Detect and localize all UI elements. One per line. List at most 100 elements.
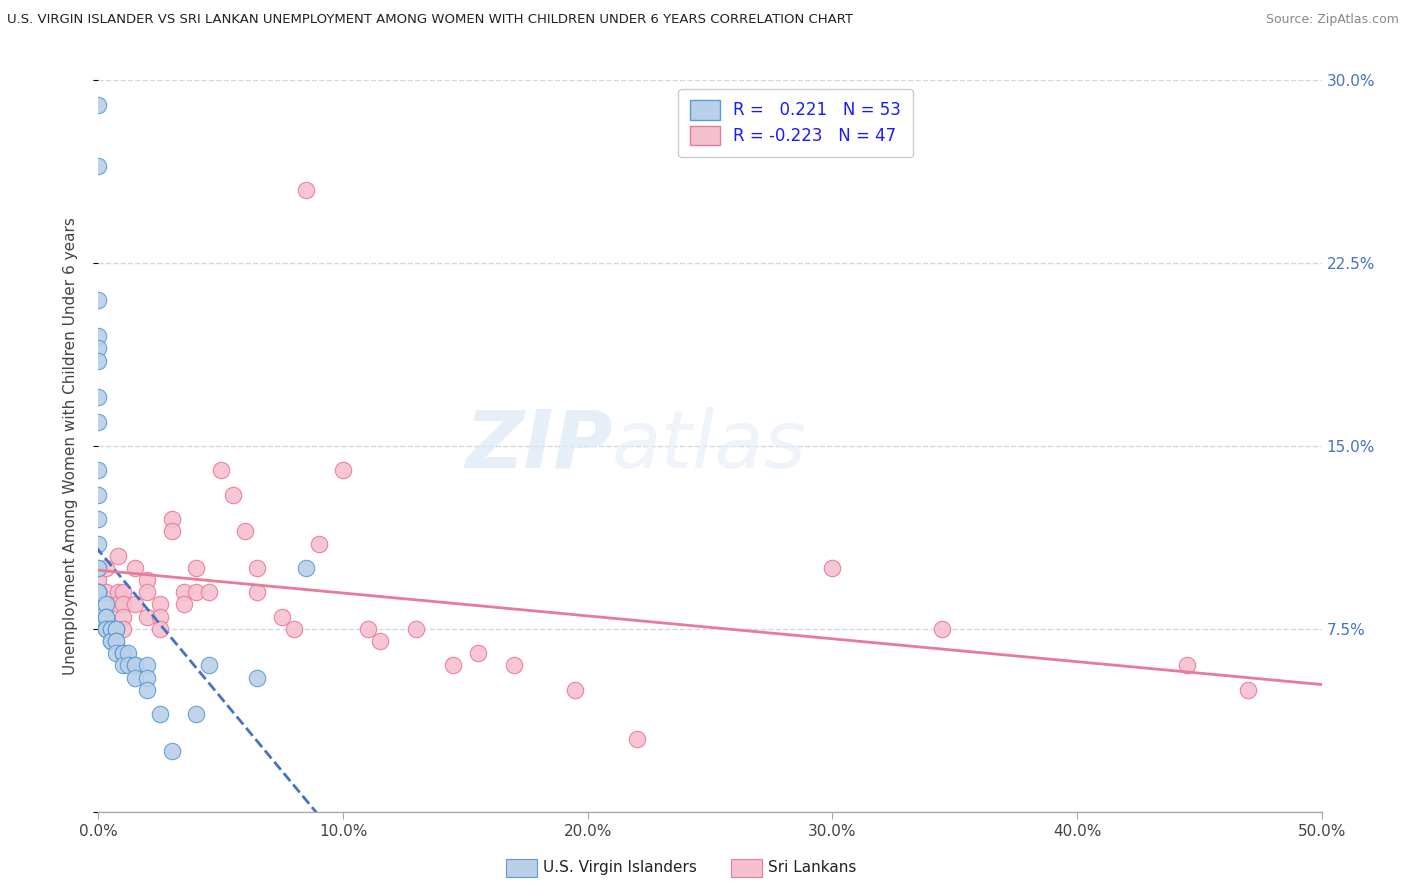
Point bbox=[209, 463, 232, 477]
Point bbox=[295, 183, 318, 197]
Point bbox=[136, 609, 159, 624]
Point bbox=[124, 598, 146, 612]
Point bbox=[111, 609, 134, 624]
Point bbox=[124, 561, 146, 575]
Point bbox=[173, 598, 195, 612]
Point bbox=[111, 646, 134, 660]
Point bbox=[94, 609, 117, 624]
Point bbox=[149, 598, 172, 612]
Point bbox=[87, 536, 110, 550]
Point bbox=[94, 598, 117, 612]
Point bbox=[87, 488, 110, 502]
Point bbox=[160, 512, 183, 526]
Point bbox=[100, 634, 122, 648]
Point bbox=[87, 585, 110, 599]
Point bbox=[270, 609, 294, 624]
Text: atlas: atlas bbox=[612, 407, 807, 485]
Text: ZIP: ZIP bbox=[465, 407, 612, 485]
Point bbox=[186, 561, 208, 575]
Point bbox=[332, 463, 354, 477]
Point bbox=[87, 329, 110, 343]
Point bbox=[356, 622, 378, 636]
Point bbox=[124, 658, 146, 673]
Point bbox=[87, 585, 110, 599]
Point bbox=[197, 585, 219, 599]
Point bbox=[173, 585, 195, 599]
Point bbox=[295, 561, 318, 575]
Point bbox=[94, 609, 117, 624]
Text: Sri Lankans: Sri Lankans bbox=[768, 861, 856, 875]
Point bbox=[87, 342, 110, 356]
Point bbox=[87, 561, 110, 575]
Point bbox=[149, 707, 172, 722]
Point bbox=[94, 622, 117, 636]
Text: U.S. VIRGIN ISLANDER VS SRI LANKAN UNEMPLOYMENT AMONG WOMEN WITH CHILDREN UNDER : U.S. VIRGIN ISLANDER VS SRI LANKAN UNEMP… bbox=[7, 13, 853, 27]
Point bbox=[94, 561, 117, 575]
Point bbox=[233, 524, 256, 539]
Point bbox=[186, 585, 208, 599]
Point bbox=[111, 658, 134, 673]
Point bbox=[87, 585, 110, 599]
Point bbox=[87, 463, 110, 477]
Point bbox=[87, 390, 110, 404]
Point bbox=[87, 415, 110, 429]
Point bbox=[100, 634, 122, 648]
Point bbox=[117, 658, 139, 673]
Point bbox=[124, 658, 146, 673]
Point bbox=[107, 549, 129, 563]
Point bbox=[1175, 658, 1198, 673]
Point bbox=[136, 682, 159, 697]
Point bbox=[87, 353, 110, 368]
Point bbox=[149, 622, 172, 636]
Point bbox=[100, 622, 122, 636]
Point bbox=[111, 622, 134, 636]
Point bbox=[87, 293, 110, 307]
Text: Source: ZipAtlas.com: Source: ZipAtlas.com bbox=[1265, 13, 1399, 27]
Point bbox=[222, 488, 245, 502]
Point bbox=[104, 634, 127, 648]
Point bbox=[246, 561, 269, 575]
Point bbox=[186, 707, 208, 722]
Point bbox=[160, 524, 183, 539]
Point bbox=[87, 561, 110, 575]
Legend: R =   0.221   N = 53, R = -0.223   N = 47: R = 0.221 N = 53, R = -0.223 N = 47 bbox=[678, 88, 912, 157]
Point bbox=[564, 682, 586, 697]
Point bbox=[94, 622, 117, 636]
Point bbox=[160, 744, 183, 758]
Point bbox=[87, 609, 110, 624]
Point bbox=[111, 585, 134, 599]
Point bbox=[405, 622, 427, 636]
Point bbox=[111, 646, 134, 660]
Point bbox=[87, 609, 110, 624]
Point bbox=[87, 97, 110, 112]
Point bbox=[104, 622, 127, 636]
Point bbox=[136, 658, 159, 673]
Point bbox=[111, 598, 134, 612]
Point bbox=[821, 561, 844, 575]
Point bbox=[441, 658, 464, 673]
Point bbox=[308, 536, 330, 550]
Point bbox=[467, 646, 489, 660]
Text: U.S. Virgin Islanders: U.S. Virgin Islanders bbox=[543, 861, 696, 875]
Point bbox=[368, 634, 391, 648]
Point bbox=[107, 598, 129, 612]
Point bbox=[124, 671, 146, 685]
Point bbox=[104, 646, 127, 660]
Point bbox=[94, 609, 117, 624]
Point bbox=[136, 671, 159, 685]
Point bbox=[136, 585, 159, 599]
Point bbox=[111, 646, 134, 660]
Point bbox=[107, 585, 129, 599]
Point bbox=[246, 671, 269, 685]
Y-axis label: Unemployment Among Women with Children Under 6 years: Unemployment Among Women with Children U… bbox=[63, 217, 77, 675]
Point bbox=[87, 512, 110, 526]
Point bbox=[100, 622, 122, 636]
Point bbox=[87, 573, 110, 587]
Point bbox=[149, 609, 172, 624]
Point bbox=[104, 622, 127, 636]
Point bbox=[931, 622, 953, 636]
Point bbox=[283, 622, 305, 636]
Point bbox=[626, 731, 648, 746]
Point bbox=[246, 585, 269, 599]
Point bbox=[197, 658, 219, 673]
